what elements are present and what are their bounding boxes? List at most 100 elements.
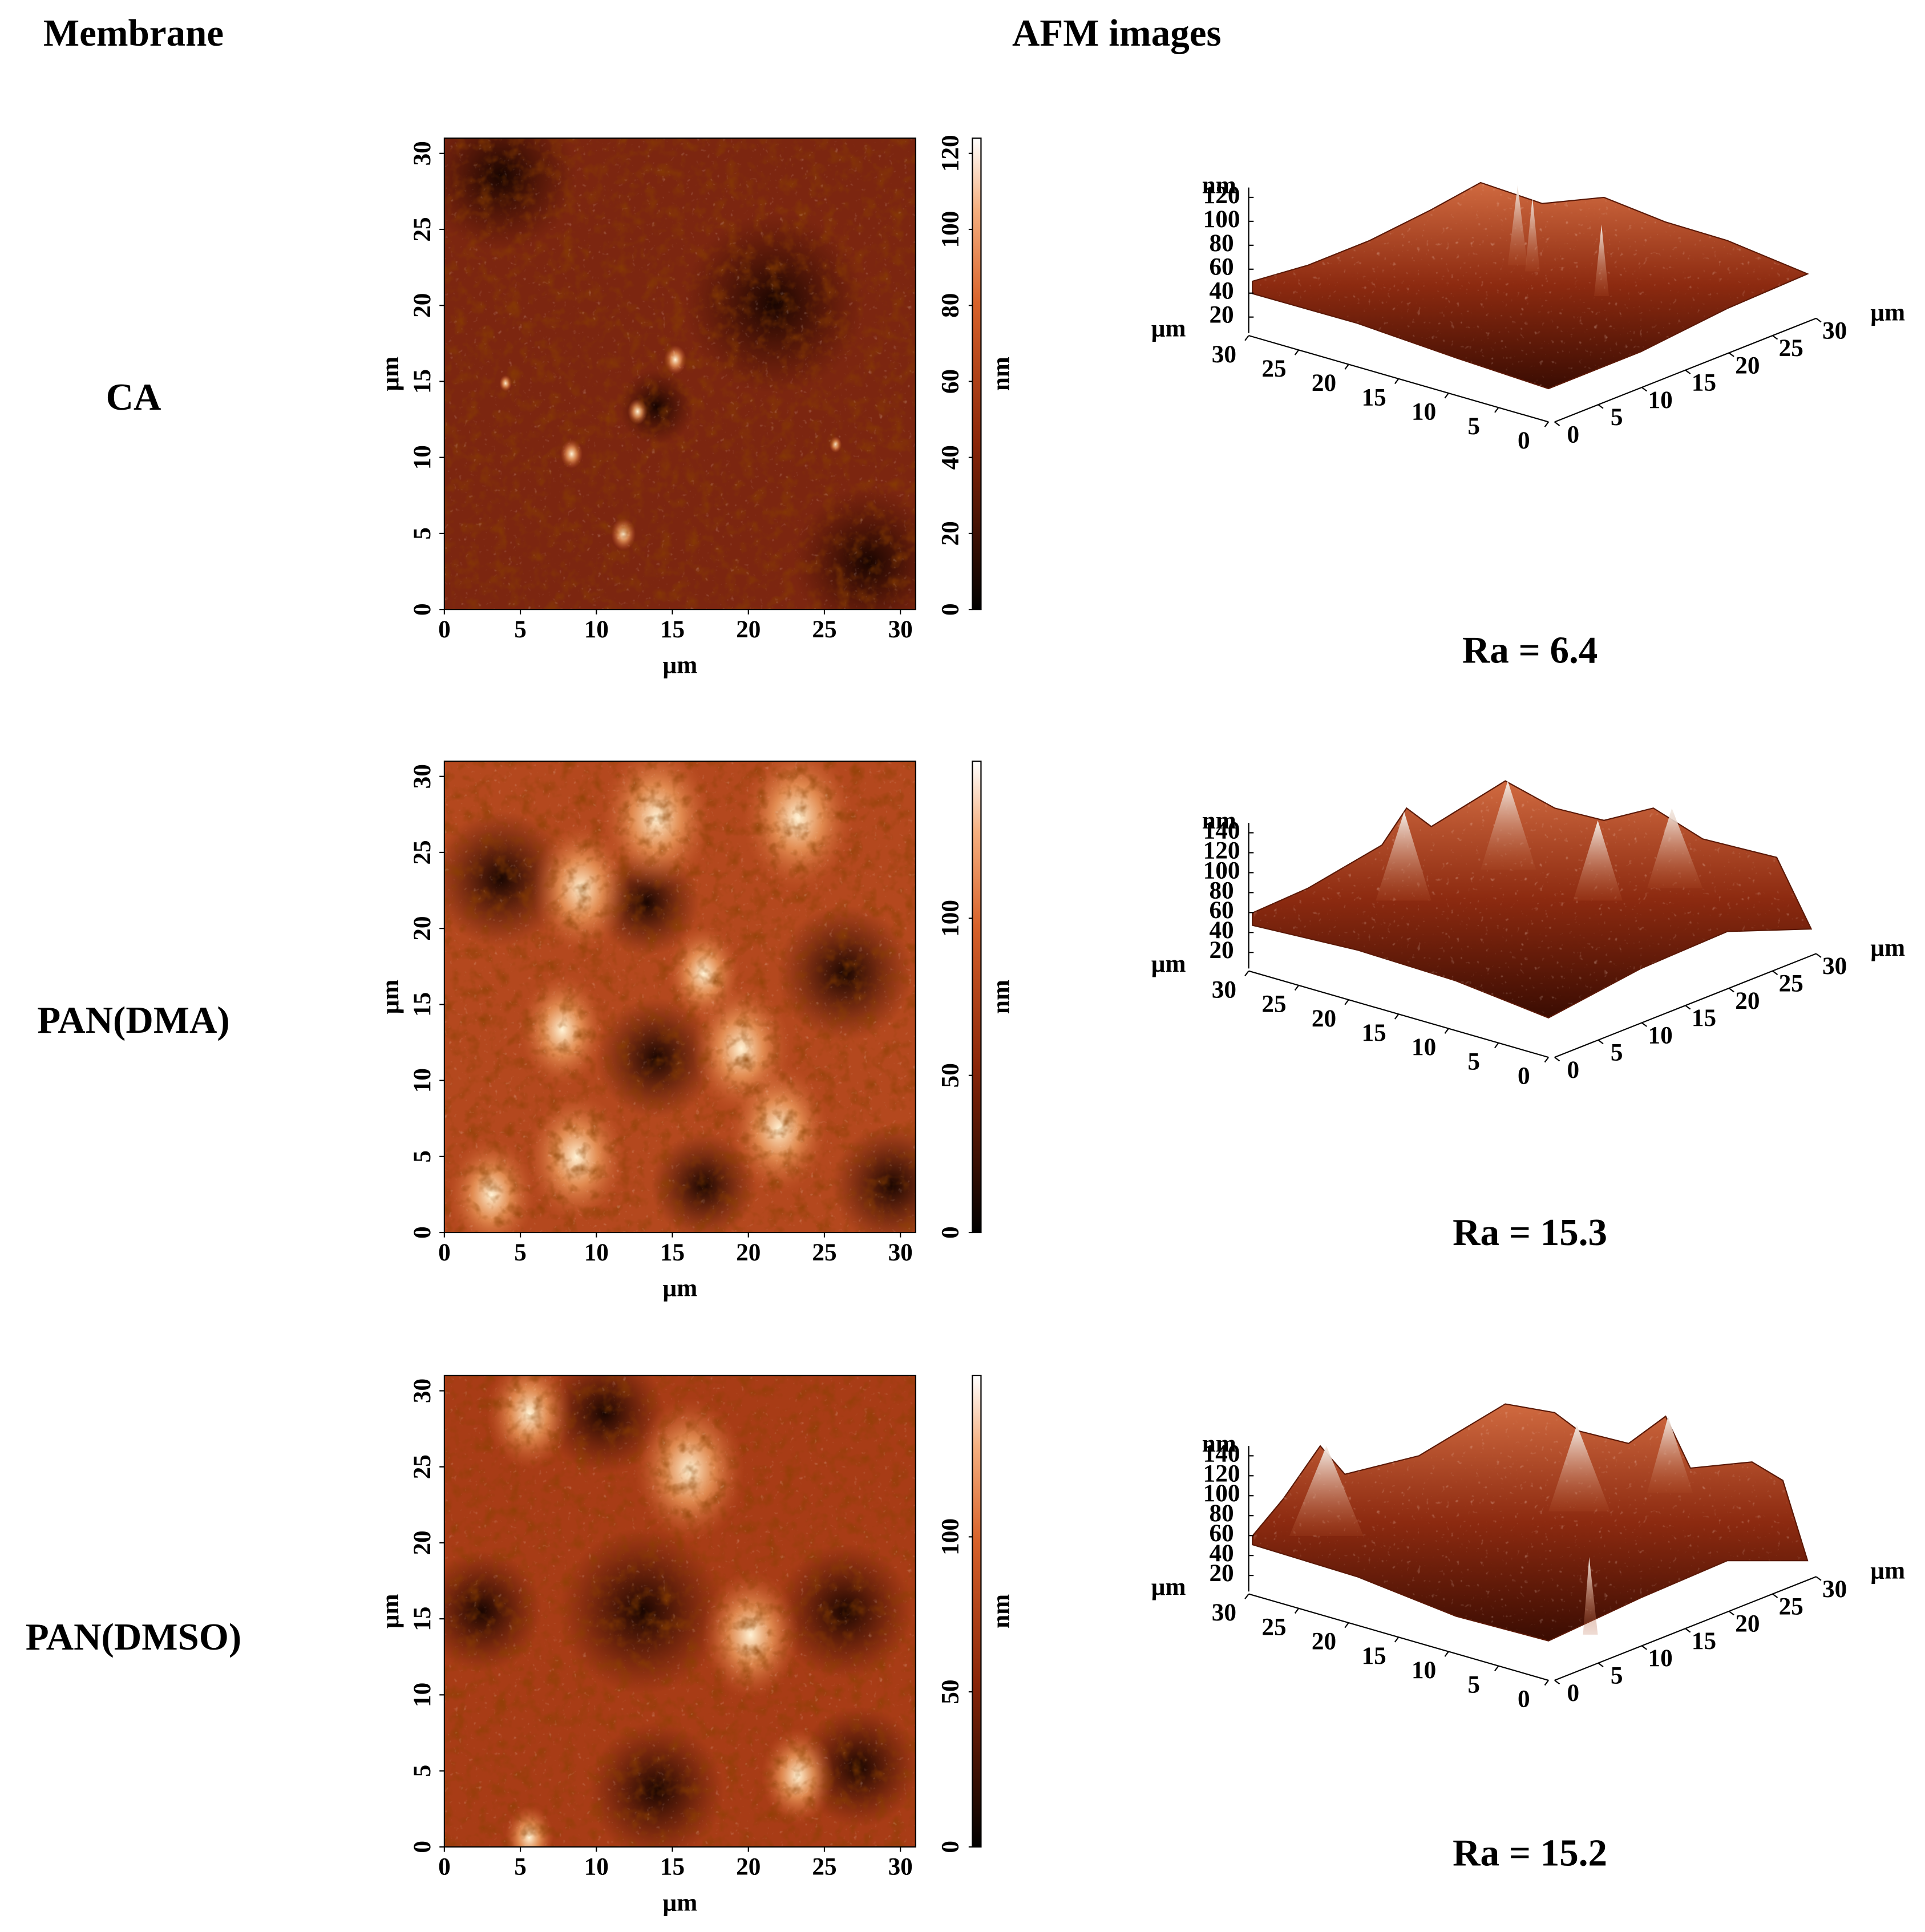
z-tick-label: 100	[1203, 856, 1240, 884]
colorbar-tick-label: 20	[937, 521, 964, 545]
afm-image	[444, 1375, 916, 1847]
y-tick-label: 10	[409, 1683, 436, 1707]
y-tick-label: 0	[1567, 1679, 1579, 1707]
x-tick-label: 25	[1261, 355, 1286, 382]
x-tick-label: 0	[1518, 1062, 1530, 1090]
peak	[1289, 1446, 1364, 1536]
z-tick-label: 60	[1209, 253, 1234, 281]
y-tick	[1554, 1057, 1560, 1062]
y-tick-label: 30	[409, 764, 436, 789]
y-tick-label: 30	[1822, 1575, 1847, 1603]
x-tick-label: 30	[888, 1853, 913, 1881]
z-tick-label: 40	[1209, 1539, 1234, 1567]
x-axis-label: µm	[662, 1889, 697, 1916]
x-tick-label: 5	[1467, 1671, 1480, 1698]
membrane-label: CA	[106, 376, 161, 418]
y-tick-label: 0	[409, 603, 436, 616]
x-tick-label: 30	[888, 616, 913, 643]
y-tick	[1772, 970, 1778, 976]
z-tick-label: 40	[1209, 916, 1234, 944]
x-tick	[1494, 407, 1499, 413]
x-tick-label: 25	[812, 616, 836, 643]
colorbar-tick-label: 100	[937, 900, 964, 937]
x-tick-label: 15	[660, 1239, 685, 1266]
y-tick-label: 25	[1779, 334, 1803, 362]
roughness-label: Ra = 6.4	[1462, 629, 1598, 671]
y-tick-label: 5	[409, 1765, 436, 1777]
colorbar-tick-label: 80	[937, 293, 964, 318]
z-tick-label: 80	[1209, 876, 1234, 904]
peak	[1647, 808, 1703, 888]
z-tick-label: 100	[1203, 205, 1240, 233]
z-tick-label: 60	[1209, 896, 1234, 924]
y-tick	[1728, 988, 1734, 993]
x-tick	[1394, 378, 1400, 385]
roughness-label: Ra = 15.2	[1453, 1832, 1607, 1874]
colorbar-tick-label: 40	[937, 445, 964, 470]
y-tick-label: 15	[409, 992, 436, 1017]
x-tick-label: 25	[1261, 1613, 1286, 1640]
x-axis-label: µm	[662, 1275, 697, 1302]
y-tick-label: 30	[409, 1379, 436, 1403]
y-tick-label: 10	[1648, 1644, 1672, 1672]
y-tick-label: 20	[1735, 351, 1760, 379]
y-axis-label: µm	[1870, 934, 1905, 961]
y-tick-label: 20	[409, 1530, 436, 1555]
x-tick-label: 15	[1361, 1019, 1386, 1046]
afm-map-2d: 0 5 10 15 20 25 30 0 5 10 15 20 25 30 µm µm 0 20 40 60 80 100…	[377, 135, 1014, 678]
y-tick-label: 15	[1692, 1627, 1716, 1655]
x-tick-label: 10	[584, 1853, 609, 1881]
x-tick-label: 5	[514, 1853, 527, 1881]
x-tick-label: 25	[812, 1853, 836, 1881]
colorbar	[972, 138, 982, 611]
x-axis-label: µm	[1151, 1573, 1186, 1600]
colorbar-tick-label: 0	[937, 1226, 964, 1239]
texture	[444, 761, 916, 1233]
colorbar-label: nm	[987, 1594, 1014, 1628]
colorbar-label: nm	[987, 980, 1014, 1014]
x-axis-label: µm	[1151, 950, 1186, 977]
x-tick-label: 10	[1412, 398, 1436, 426]
x-tick	[1294, 1608, 1300, 1614]
y-tick-label: 15	[1692, 369, 1716, 397]
x-tick	[1444, 1651, 1449, 1657]
y-tick-label: 25	[409, 1454, 436, 1479]
y-tick-label: 15	[409, 1607, 436, 1631]
x-tick-label: 15	[1361, 383, 1386, 411]
x-tick-label: 30	[1212, 976, 1236, 1003]
column-header: AFM images	[1012, 12, 1222, 54]
x-tick-label: 0	[438, 1853, 451, 1881]
y-tick-label: 10	[1648, 386, 1672, 414]
x-tick	[1244, 1593, 1249, 1599]
x-tick-label: 5	[1467, 1048, 1480, 1075]
afm-image	[444, 138, 916, 610]
z-tick-label: 60	[1209, 1519, 1234, 1547]
colorbar-tick-label: 100	[937, 1518, 964, 1555]
y-tick	[1728, 352, 1734, 357]
x-tick-label: 20	[1312, 1628, 1336, 1655]
x-tick-label: 10	[584, 1239, 609, 1266]
x-tick	[1244, 335, 1249, 341]
afm-surface-3d: 20406080100120140nm302520151050µm0510152…	[1151, 1403, 1905, 1713]
x-tick-label: 30	[1212, 341, 1236, 368]
x-tick-label: 15	[660, 616, 685, 643]
roughness-label: Ra = 15.3	[1453, 1211, 1607, 1254]
y-tick-label: 0	[409, 1841, 436, 1853]
y-tick	[1641, 1022, 1647, 1027]
x-tick-label: 20	[1312, 369, 1336, 397]
x-tick-label: 0	[438, 616, 451, 643]
y-tick	[1728, 1610, 1734, 1616]
y-tick-label: 0	[1567, 1056, 1579, 1084]
y-tick-label: 15	[409, 369, 436, 394]
x-tick-label: 15	[660, 1853, 685, 1881]
y-axis-label: µm	[377, 980, 404, 1014]
y-tick-label: 20	[1735, 1610, 1760, 1638]
image-frame	[443, 760, 916, 1234]
image-frame	[443, 1375, 916, 1848]
x-tick-label: 20	[1312, 1005, 1336, 1032]
z-tick-label: 20	[1209, 1559, 1234, 1587]
y-tick	[1772, 335, 1778, 340]
y-tick	[1641, 1645, 1647, 1650]
x-tick-label: 5	[1467, 413, 1480, 440]
x-tick	[1244, 971, 1249, 976]
